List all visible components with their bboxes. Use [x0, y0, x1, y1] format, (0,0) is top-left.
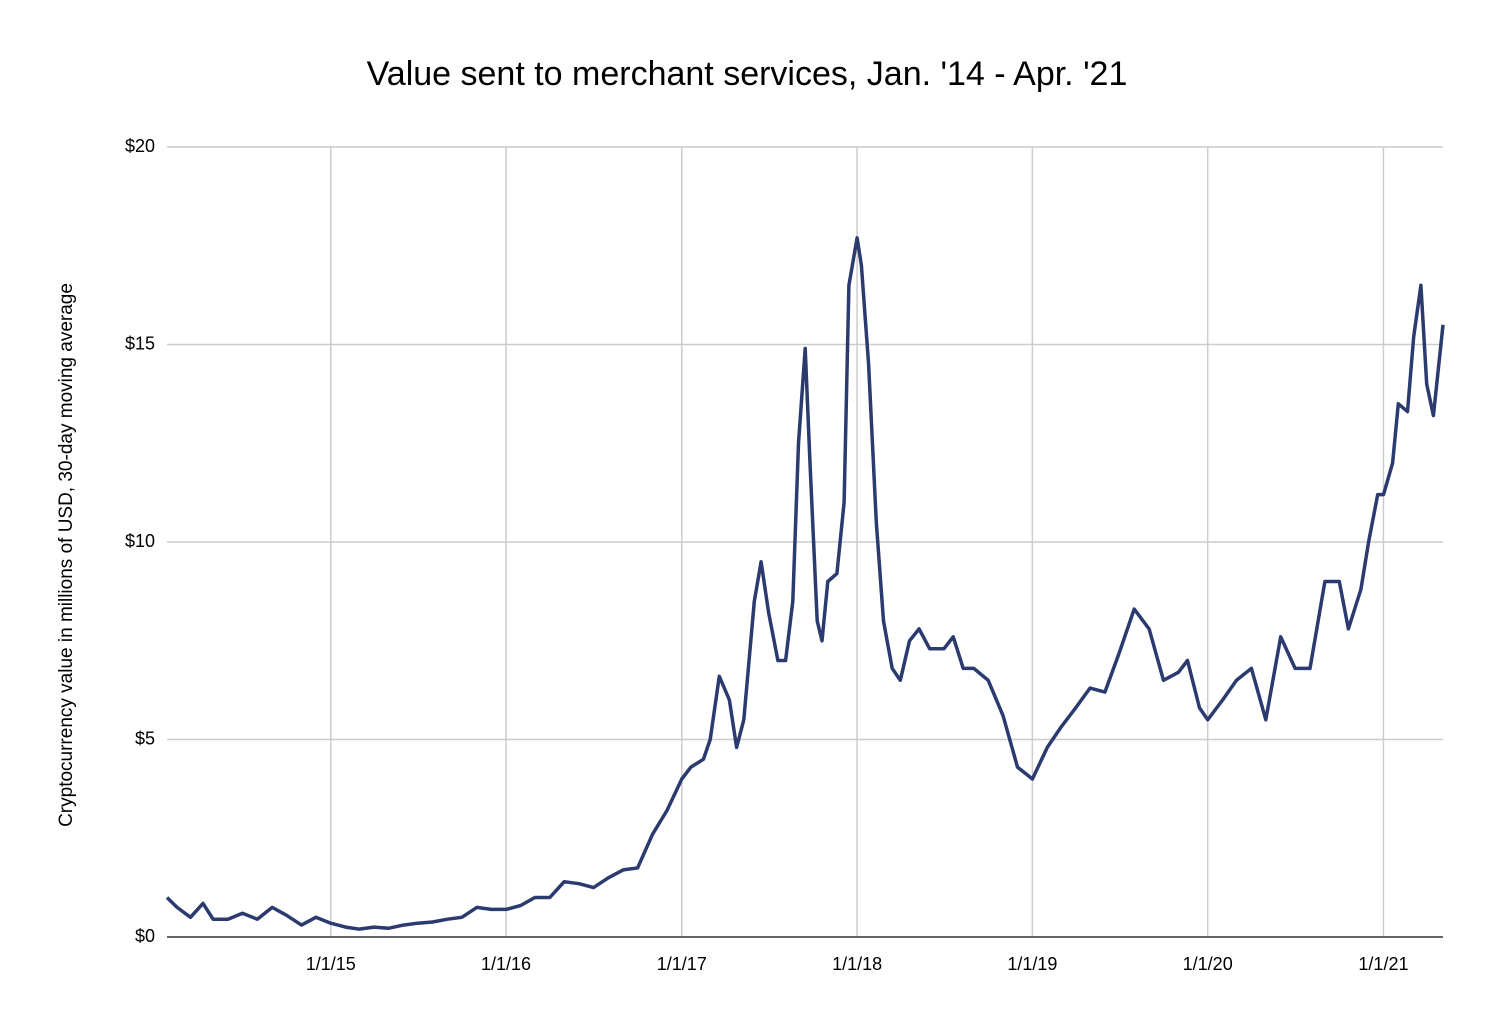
x-tick-label: 1/1/17 [657, 954, 707, 974]
x-tick-label: 1/1/19 [1007, 954, 1057, 974]
y-tick-label: $15 [125, 333, 155, 353]
x-tick-label: 1/1/15 [306, 954, 356, 974]
x-tick-label: 1/1/16 [481, 954, 531, 974]
chart-title: Value sent to merchant services, Jan. '1… [367, 55, 1128, 93]
x-tick-label: 1/1/18 [832, 954, 882, 974]
x-tick-label: 1/1/21 [1358, 954, 1408, 974]
y-tick-label: $0 [135, 926, 155, 946]
y-tick-label: $5 [135, 728, 155, 748]
data-line [165, 236, 1445, 931]
y-axis-label: Cryptocurrency value in millions of USD,… [56, 283, 77, 827]
y-tick-label: $10 [125, 531, 155, 551]
x-tick-label: 1/1/20 [1183, 954, 1233, 974]
y-tick-label: $20 [125, 136, 155, 156]
